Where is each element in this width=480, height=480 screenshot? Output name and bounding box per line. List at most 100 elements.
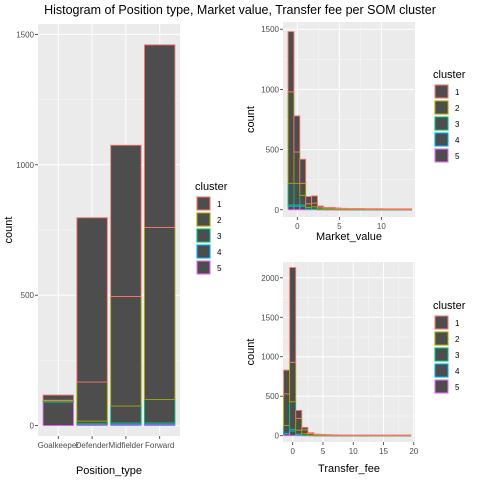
bar-segment-cluster-1 (373, 434, 381, 437)
bar-segment-cluster-2 (289, 361, 297, 403)
bar-segment-cluster-1 (404, 434, 412, 437)
legend: cluster 1 2 3 4 5 (195, 181, 228, 275)
bar-segment-cluster-1 (299, 158, 307, 184)
legend-key-cluster-1 (434, 315, 449, 330)
legend-label: 3 (455, 120, 460, 129)
bar-segment-cluster-3 (144, 399, 176, 424)
bar-segment-cluster-2 (293, 151, 301, 184)
bar-segment-cluster-1 (367, 434, 375, 437)
bar-segment-cluster-1 (305, 196, 313, 205)
bar-segment-cluster-1 (381, 208, 389, 210)
x-tick-label: Forward (145, 441, 174, 450)
y-tick-label: 1000 (261, 85, 279, 94)
bar-segment-cluster-1 (369, 208, 377, 210)
x-tick-label: 0 (290, 447, 295, 456)
legend-key-cluster-3 (196, 228, 211, 243)
legend-title: cluster (433, 300, 466, 312)
legend-title: cluster (433, 69, 466, 81)
bar-segment-cluster-2 (144, 226, 176, 400)
bar-segment-cluster-3 (110, 405, 142, 424)
legend: cluster 1 2 3 4 5 (433, 300, 466, 394)
x-axis-title: Market_value (316, 231, 382, 243)
bar-segment-cluster-1 (387, 208, 395, 210)
bar-segment-cluster-2 (283, 393, 291, 426)
bar-segment-cluster-1 (392, 434, 400, 437)
legend-label: 3 (217, 232, 222, 241)
bar-segment-cluster-1 (340, 207, 348, 210)
legend-key-cluster-1 (434, 84, 449, 99)
legend-key-cluster-5 (434, 379, 449, 394)
y-tick-label: 1000 (16, 161, 34, 170)
y-tick-label: 1000 (261, 353, 279, 362)
bar-segment-cluster-1 (295, 409, 303, 419)
bar-segment-cluster-1 (364, 208, 371, 210)
legend-label: 5 (455, 383, 460, 392)
bar-segment-cluster-5 (293, 205, 301, 211)
bar-segment-cluster-1 (289, 267, 297, 363)
y-axis-ticks: 0 500 1000 1500 (261, 25, 283, 215)
bar-segment-cluster-3 (287, 182, 295, 206)
bar-segment-cluster-3 (283, 424, 291, 434)
legend-label: 3 (455, 351, 460, 360)
bar-segment-cluster-2 (287, 91, 295, 184)
bar-segment-cluster-1 (110, 144, 142, 297)
y-tick-label: 0 (275, 206, 280, 215)
x-tick-label: Midfielder (109, 441, 144, 450)
legend-key-cluster-2 (196, 212, 211, 227)
y-tick-label: 500 (21, 291, 35, 300)
legend-label: 5 (217, 264, 222, 273)
legend-label: 4 (455, 367, 460, 376)
chart-title: Histogram of Position type, Market value… (44, 3, 436, 17)
bar-segment-cluster-2 (305, 203, 313, 208)
bar-segment-cluster-2 (76, 381, 108, 422)
bar-segment-cluster-1 (313, 433, 321, 436)
bar-segment-cluster-1 (399, 208, 407, 210)
legend-key-cluster-4 (434, 132, 449, 147)
bar-segment-cluster-3 (293, 182, 301, 206)
y-tick-label: 500 (266, 392, 280, 401)
bar-segment-cluster-1 (346, 208, 354, 210)
legend-label: 1 (455, 319, 460, 328)
legend-key-cluster-5 (196, 260, 211, 275)
x-tick-label: 10 (349, 447, 358, 456)
bar-segment-cluster-5 (42, 401, 74, 427)
x-tick-label: Goalkeeper (38, 441, 80, 450)
y-tick-label: 1500 (261, 313, 279, 322)
bar-segment-cluster-1 (317, 205, 324, 208)
legend-label: 5 (455, 152, 460, 161)
plot-panel (283, 262, 415, 442)
bar-segment-cluster-5 (287, 205, 295, 211)
x-tick-label: 5 (337, 222, 342, 231)
bar-segment-cluster-1 (349, 434, 357, 437)
bar-segment-cluster-1 (287, 31, 295, 93)
y-axis-title: count (3, 217, 15, 244)
legend: cluster 1 2 3 4 5 (433, 69, 466, 163)
bars (283, 267, 412, 437)
bar-segment-cluster-3 (295, 429, 303, 435)
legend-label: 2 (217, 216, 222, 225)
legend-key-cluster-2 (434, 100, 449, 115)
bar-segment-cluster-1 (42, 394, 74, 401)
bar-segment-cluster-1 (307, 432, 315, 434)
bar-segment-cluster-1 (337, 434, 345, 436)
bar-segment-cluster-1 (328, 206, 336, 209)
bar-segment-cluster-1 (361, 434, 369, 437)
bar-segment-cluster-2 (299, 182, 307, 196)
bars (287, 31, 413, 211)
bar-segment-cluster-1 (319, 433, 327, 436)
bar-segment-cluster-1 (386, 434, 394, 437)
bar-segment-cluster-3 (299, 194, 307, 206)
bar-segment-cluster-1 (76, 217, 108, 383)
legend-key-cluster-1 (196, 196, 211, 211)
x-axis-title: Transfer_fee (318, 463, 380, 475)
legend-key-cluster-3 (434, 116, 449, 131)
legend-label: 1 (455, 88, 460, 97)
bar-segment-cluster-3 (289, 401, 297, 430)
legend-label: 2 (455, 104, 460, 113)
bar-segment-cluster-1 (380, 434, 387, 437)
legend-label: 1 (217, 200, 222, 209)
legend-key-cluster-4 (434, 363, 449, 378)
